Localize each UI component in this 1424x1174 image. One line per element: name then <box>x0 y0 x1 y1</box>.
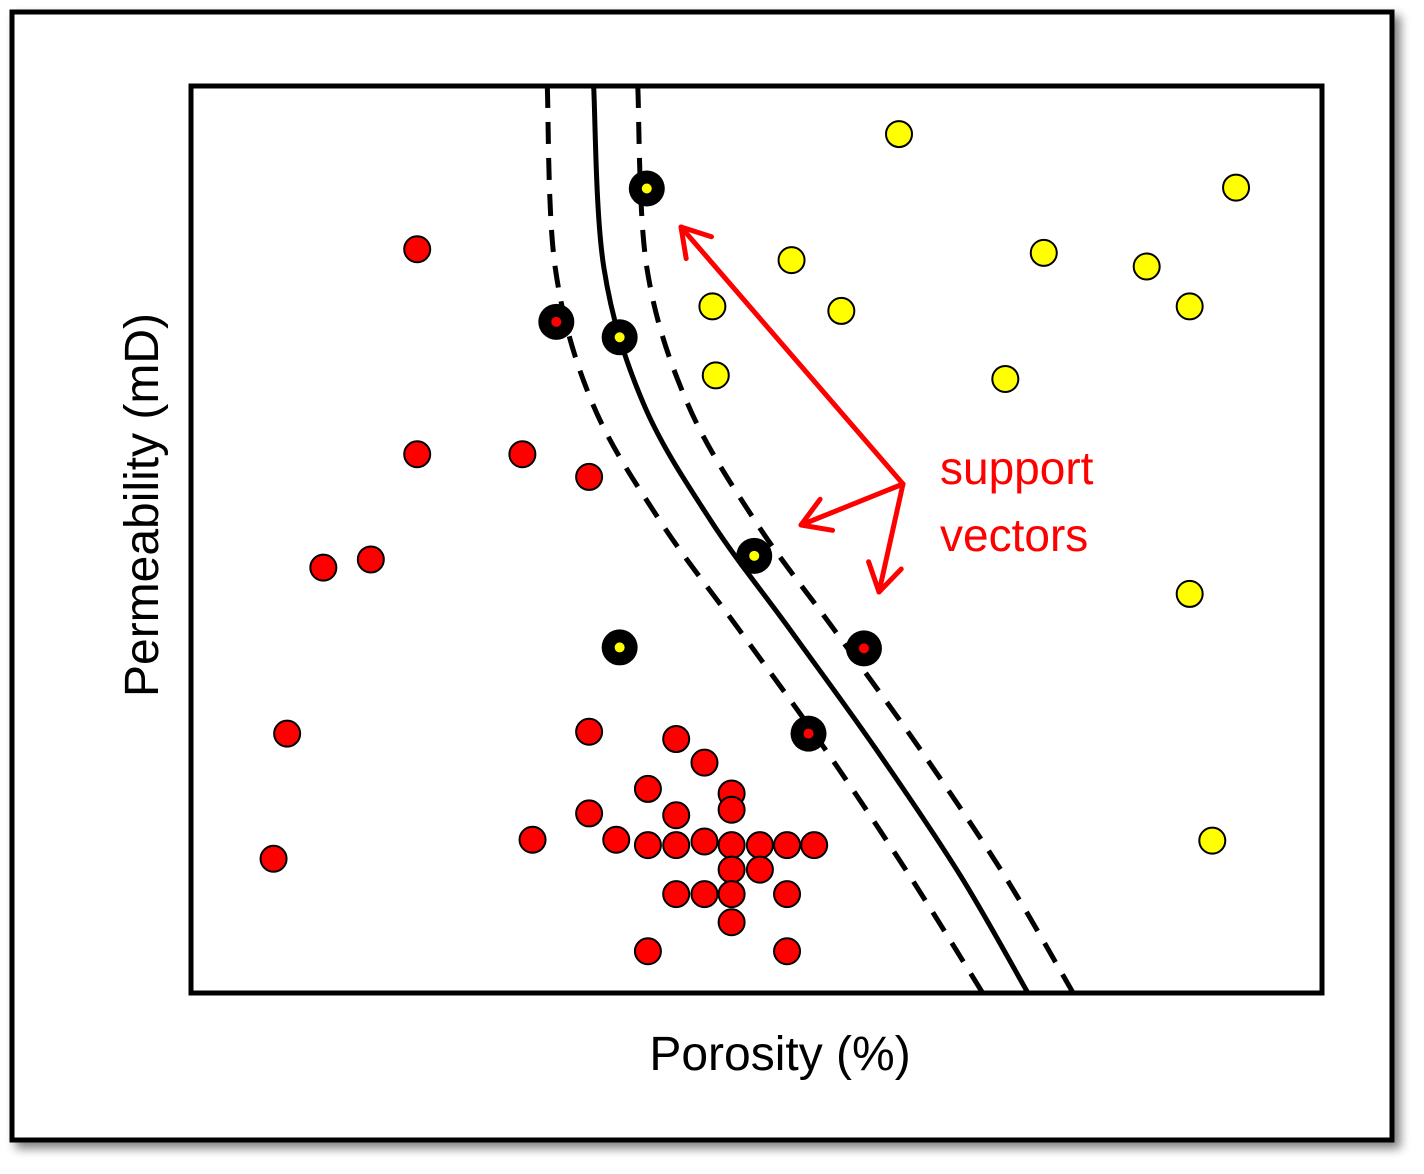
point-yellow <box>698 292 727 321</box>
point-red <box>518 825 547 854</box>
point-red <box>800 831 829 860</box>
point-yellow <box>991 364 1020 393</box>
point-red <box>662 831 691 860</box>
margin-line-right <box>635 85 1076 995</box>
annotation-line-2: vectors <box>940 509 1088 561</box>
point-yellow <box>1132 252 1161 281</box>
support-vector-core <box>858 643 869 654</box>
point-red <box>690 827 719 856</box>
point-yellow <box>885 120 914 149</box>
support-vector-core <box>551 316 562 327</box>
point-red <box>717 831 746 860</box>
point-red <box>575 799 604 828</box>
arrow-shaft-3 <box>876 481 906 595</box>
point-red <box>717 908 746 937</box>
point-yellow <box>701 361 730 390</box>
point-red <box>575 462 604 491</box>
arrow-shaft-1 <box>678 224 906 487</box>
point-red <box>662 725 691 754</box>
point-red <box>403 235 432 264</box>
point-yellow <box>827 296 856 325</box>
arrow-head-2 <box>798 496 836 533</box>
support-vector-arrows <box>678 224 906 595</box>
point-red <box>690 880 719 909</box>
y-axis-label: Permeability (mD) <box>116 313 169 697</box>
arrow-head-3 <box>866 559 904 595</box>
arrow-shaft-2 <box>798 481 906 528</box>
point-red <box>309 553 338 582</box>
point-red <box>356 545 385 574</box>
point-yellow <box>1222 173 1251 202</box>
point-red <box>745 831 774 860</box>
point-red <box>633 774 662 803</box>
support-vector-core <box>749 550 760 561</box>
point-red <box>662 880 691 909</box>
support-vector-core <box>614 642 625 653</box>
point-yellow <box>1175 579 1204 608</box>
margin-line-left <box>544 85 985 995</box>
point-red <box>717 855 746 884</box>
decision-boundary-group <box>544 85 1076 995</box>
support-vector-core <box>641 183 652 194</box>
arrow-head-1 <box>678 224 714 262</box>
point-yellow <box>1175 292 1204 321</box>
point-red <box>662 801 691 830</box>
point-red <box>403 440 432 469</box>
support-vector-core <box>614 332 625 343</box>
point-red <box>717 880 746 909</box>
point-red <box>508 440 537 469</box>
point-red <box>745 855 774 884</box>
decision-boundary-line <box>591 85 1031 995</box>
point-red <box>575 717 604 746</box>
point-yellow <box>1198 826 1227 855</box>
point-red <box>773 937 802 966</box>
x-axis-label: Porosity (%) <box>649 1028 910 1081</box>
point-red <box>717 795 746 824</box>
point-red <box>773 880 802 909</box>
point-red <box>690 748 719 777</box>
point-red <box>633 831 662 860</box>
data-points-group <box>259 120 1251 966</box>
annotation-line-1: support <box>940 442 1094 494</box>
point-red <box>773 831 802 860</box>
point-red <box>273 719 302 748</box>
support-vector-core <box>803 728 814 739</box>
point-red <box>259 844 288 873</box>
point-red <box>602 825 631 854</box>
point-yellow <box>1029 238 1058 267</box>
point-yellow <box>777 246 806 275</box>
point-red <box>633 937 662 966</box>
